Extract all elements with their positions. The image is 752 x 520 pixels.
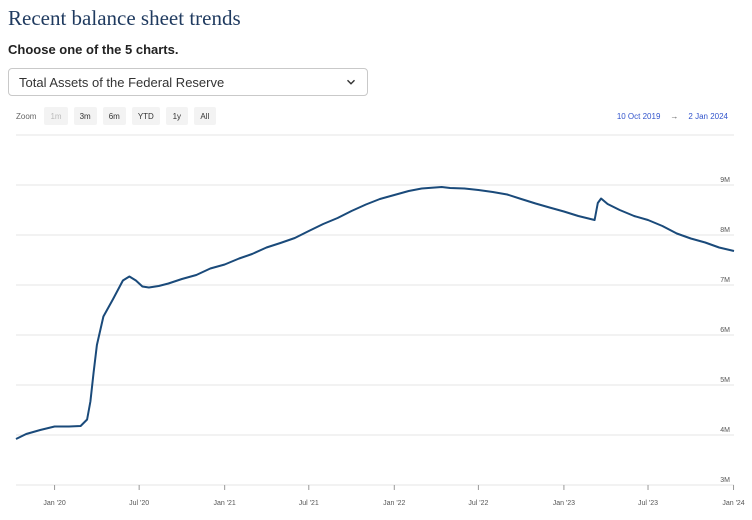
range-arrow-icon: →	[670, 112, 679, 121]
date-range-display: 10 Oct 2019 → 2 Jan 2024	[617, 112, 728, 121]
zoom-1y-button[interactable]: 1y	[165, 107, 188, 125]
x-tick-label: Jul '22	[468, 500, 488, 507]
grid-lines	[16, 134, 734, 486]
chart-select-value: Total Assets of the Federal Reserve	[19, 74, 225, 90]
chart-select[interactable]: Total Assets of the Federal Reserve	[8, 68, 368, 96]
x-tick-label: Jan '24	[722, 500, 744, 507]
y-tick-label: 7M	[720, 277, 730, 284]
y-tick-label: 8M	[720, 227, 730, 234]
zoom-label: Zoom	[16, 111, 37, 121]
zoom-1m-button[interactable]: 1m	[44, 107, 68, 125]
y-tick-label: 9M	[720, 177, 730, 184]
zoom-bar: Zoom 1m 3m 6m YTD 1y All	[16, 106, 222, 126]
x-axis-ticks: Jan '20 Jul '20 Jan '21 Jul '21 Jan '22 Jul '…	[43, 485, 745, 507]
x-tick-label: Jul '20	[129, 500, 149, 507]
x-tick-label: Jan '20	[43, 500, 65, 507]
y-tick-label: 3M	[720, 477, 730, 484]
x-tick-label: Jan '23	[553, 500, 575, 507]
y-tick-label: 5M	[720, 377, 730, 384]
range-end-date[interactable]: 2 Jan 2024	[688, 112, 728, 121]
chart-chooser-prompt: Choose one of the 5 charts.	[8, 42, 179, 57]
total-assets-series-line	[15, 186, 735, 440]
zoom-ytd-button[interactable]: YTD	[131, 107, 160, 125]
zoom-all-button[interactable]: All	[193, 107, 216, 125]
y-tick-label: 6M	[720, 327, 730, 334]
zoom-3m-button[interactable]: 3m	[73, 107, 97, 125]
page-title: Recent balance sheet trends	[8, 6, 241, 30]
x-tick-label: Jul '23	[638, 500, 658, 507]
range-start-date[interactable]: 10 Oct 2019	[616, 112, 661, 121]
zoom-6m-button[interactable]: 6m	[102, 107, 126, 125]
y-tick-label: 4M	[720, 427, 730, 434]
x-tick-label: Jan '22	[383, 500, 405, 507]
y-axis-ticks: 3M 4M 5M 6M 7M 8M 9M	[720, 177, 730, 484]
chevron-down-icon	[345, 76, 357, 88]
x-tick-label: Jul '21	[299, 500, 319, 507]
x-tick-label: Jan '21	[213, 500, 235, 507]
